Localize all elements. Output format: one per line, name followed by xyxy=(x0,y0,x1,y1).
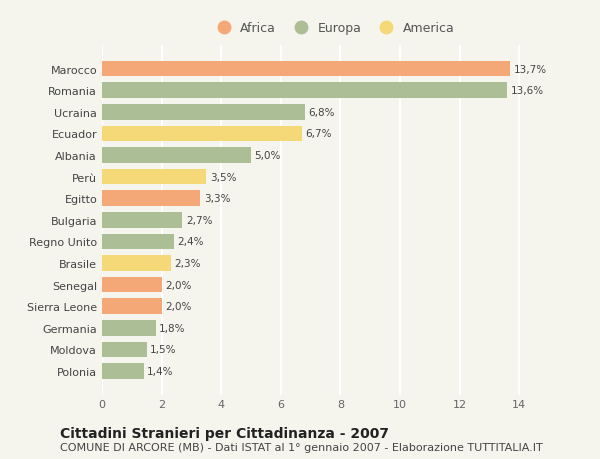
Bar xyxy=(102,342,147,358)
Bar xyxy=(102,234,173,250)
Legend: Africa, Europa, America: Africa, Europa, America xyxy=(206,17,460,40)
Text: 1,8%: 1,8% xyxy=(159,323,186,333)
Text: 1,4%: 1,4% xyxy=(148,366,174,376)
Text: 13,6%: 13,6% xyxy=(511,86,544,96)
Text: Cittadini Stranieri per Cittadinanza - 2007: Cittadini Stranieri per Cittadinanza - 2… xyxy=(60,426,389,440)
Text: 2,0%: 2,0% xyxy=(165,280,191,290)
Text: 6,7%: 6,7% xyxy=(305,129,332,139)
Bar xyxy=(102,148,251,163)
Bar xyxy=(102,126,302,142)
Bar xyxy=(102,256,170,271)
Bar xyxy=(102,277,161,293)
Text: 2,0%: 2,0% xyxy=(165,302,191,312)
Bar xyxy=(102,191,200,207)
Text: 2,3%: 2,3% xyxy=(174,258,200,269)
Bar xyxy=(102,105,305,120)
Bar xyxy=(102,62,511,77)
Bar xyxy=(102,364,144,379)
Text: 2,4%: 2,4% xyxy=(177,237,203,247)
Bar xyxy=(102,83,508,99)
Text: COMUNE DI ARCORE (MB) - Dati ISTAT al 1° gennaio 2007 - Elaborazione TUTTITALIA.: COMUNE DI ARCORE (MB) - Dati ISTAT al 1°… xyxy=(60,442,543,452)
Text: 3,3%: 3,3% xyxy=(204,194,230,204)
Text: 5,0%: 5,0% xyxy=(254,151,281,161)
Text: 13,7%: 13,7% xyxy=(514,65,547,74)
Text: 3,5%: 3,5% xyxy=(210,172,236,182)
Text: 6,8%: 6,8% xyxy=(308,107,335,118)
Bar xyxy=(102,169,206,185)
Bar xyxy=(102,299,161,314)
Text: 2,7%: 2,7% xyxy=(186,215,212,225)
Bar xyxy=(102,320,155,336)
Bar xyxy=(102,213,182,228)
Text: 1,5%: 1,5% xyxy=(150,345,177,354)
